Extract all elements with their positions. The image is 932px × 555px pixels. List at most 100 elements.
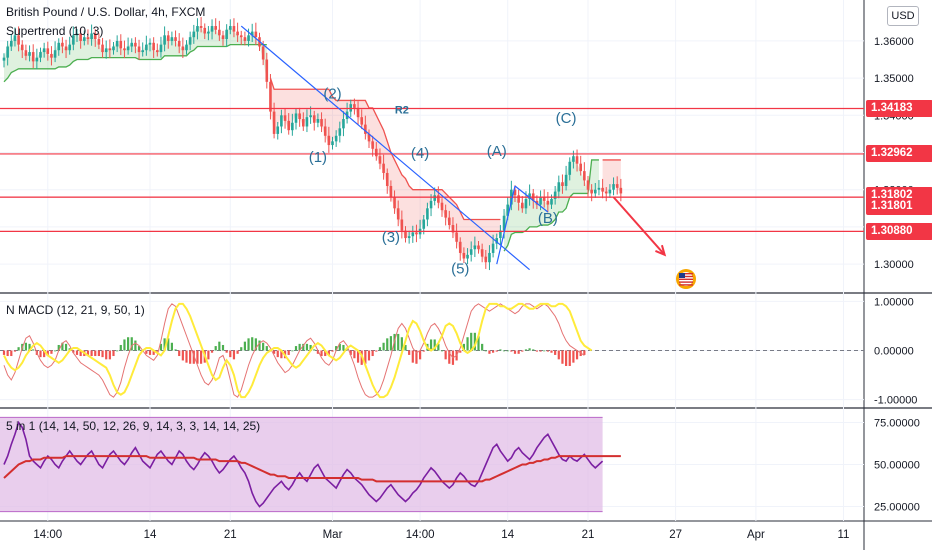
candle-body	[331, 141, 334, 146]
macd-histogram-bar	[294, 346, 298, 351]
candle-body	[499, 230, 502, 239]
macd-histogram-bar	[481, 343, 484, 351]
macd-histogram-bar	[462, 343, 465, 351]
macd-legend[interactable]: N MACD (12, 21, 9, 50, 1)	[6, 303, 145, 317]
candle-body	[440, 202, 444, 211]
macd-histogram-bar	[273, 350, 276, 354]
currency-button[interactable]: USD	[887, 6, 919, 26]
macd-histogram-bar	[148, 350, 152, 355]
macd-histogram-bar	[367, 350, 371, 361]
macd-histogram-bar	[46, 350, 49, 357]
macd-histogram-bar	[338, 343, 341, 351]
macd-histogram-bar	[17, 347, 20, 351]
candle-body	[433, 195, 436, 201]
price-pane[interactable]: (2) R2 (1) (4) (3) (A) (B) (C) (5)	[0, 17, 864, 289]
macd-histogram-bar	[583, 350, 586, 355]
candle-body	[243, 37, 247, 41]
candle-body	[546, 200, 550, 205]
candle-body	[20, 44, 24, 51]
candle-body	[137, 46, 141, 53]
candle-body	[203, 27, 207, 34]
price-level-tag: 1.30880	[866, 222, 932, 240]
macd-histogram-bar	[510, 350, 513, 352]
time-tick-label: 14	[501, 529, 514, 541]
candle-body	[371, 141, 374, 149]
candle-body	[597, 187, 601, 190]
candle-body	[389, 185, 393, 198]
macd-histogram-bar	[546, 350, 549, 352]
price-level-tag: 1.31801	[866, 197, 932, 215]
candle-body	[608, 189, 612, 194]
macd-histogram-bar	[262, 342, 265, 351]
candle-body	[57, 42, 61, 51]
candle-body	[39, 52, 42, 58]
macd-histogram-bar	[72, 350, 75, 353]
macd-histogram-bar	[408, 350, 411, 355]
candle-body	[83, 37, 86, 41]
candle-body	[349, 104, 353, 112]
macd-histogram-bar	[484, 350, 487, 352]
macd-pane[interactable]	[0, 302, 864, 399]
macd-histogram-bar	[561, 350, 564, 364]
macd-histogram-bar	[130, 337, 133, 351]
time-axis[interactable]: 14:00 14 21 Mar 14:00 14 21 27 Apr 11	[33, 529, 849, 541]
macd-histogram-bar	[6, 350, 9, 357]
candle-body	[42, 48, 46, 53]
macd-histogram-bar	[291, 350, 294, 352]
candle-body	[575, 156, 579, 164]
macd-histogram-bar	[170, 342, 173, 351]
macd-histogram-bar	[528, 348, 531, 351]
candle-body	[64, 46, 68, 51]
macd-signal-line	[3, 302, 593, 399]
macd-histogram-bar	[327, 350, 330, 355]
macd-histogram-bar	[123, 339, 126, 351]
macd-histogram-bar	[415, 350, 418, 364]
candle-body	[218, 29, 221, 36]
candle-body	[312, 115, 316, 123]
macd-histogram-bar	[24, 342, 27, 351]
candle-body	[250, 31, 254, 36]
candle-body	[115, 40, 119, 47]
macd-histogram-bar	[302, 343, 305, 351]
supertrend-legend[interactable]: Supertrend (10, 3)	[6, 24, 104, 38]
time-tick-label: 21	[224, 529, 237, 541]
macd-histogram-bar	[411, 350, 414, 363]
wave-label: (B)	[538, 210, 558, 227]
macd-histogram-bar	[240, 347, 243, 351]
candle-body	[276, 126, 280, 134]
macd-histogram-bar	[200, 350, 203, 364]
time-tick-label: 14	[144, 529, 157, 541]
macd-histogram-bar	[28, 343, 31, 351]
candle-body	[72, 35, 75, 45]
price-level-tag: 1.32962	[866, 145, 932, 163]
supertrend-fill	[602, 159, 621, 194]
macd-histogram-bar	[192, 350, 195, 364]
candle-body	[455, 232, 458, 242]
candle-body	[393, 197, 396, 209]
us-flag-icon	[679, 284, 693, 286]
candle-body	[141, 50, 144, 53]
trend-line	[496, 185, 516, 265]
macd-histogram-bar	[386, 338, 389, 351]
five-in-one-pane[interactable]	[0, 416, 621, 513]
candle-body	[451, 225, 455, 233]
candle-body	[159, 44, 163, 53]
macd-histogram-bar	[207, 350, 210, 360]
macd-histogram-bar	[189, 350, 192, 364]
macd-histogram-bar	[375, 350, 378, 352]
five-in-one-legend[interactable]: 5 in 1 (14, 14, 50, 12, 26, 9, 14, 3, 3,…	[6, 419, 261, 433]
candle-body	[601, 187, 604, 192]
macd-histogram-bar	[554, 350, 557, 355]
candle-body	[287, 120, 290, 131]
macd-histogram-bar	[466, 337, 469, 351]
symbol-legend[interactable]: British Pound / U.S. Dollar, 4h, FXCM	[6, 5, 206, 19]
macd-histogram-bar	[57, 344, 60, 351]
candle-body	[404, 230, 407, 239]
macd-histogram-bar	[342, 344, 345, 351]
macd-histogram-bar	[79, 350, 82, 357]
macd-tick-label: 1.00000	[874, 296, 914, 308]
macd-histogram-bar	[86, 350, 90, 357]
candle-body	[221, 35, 225, 40]
